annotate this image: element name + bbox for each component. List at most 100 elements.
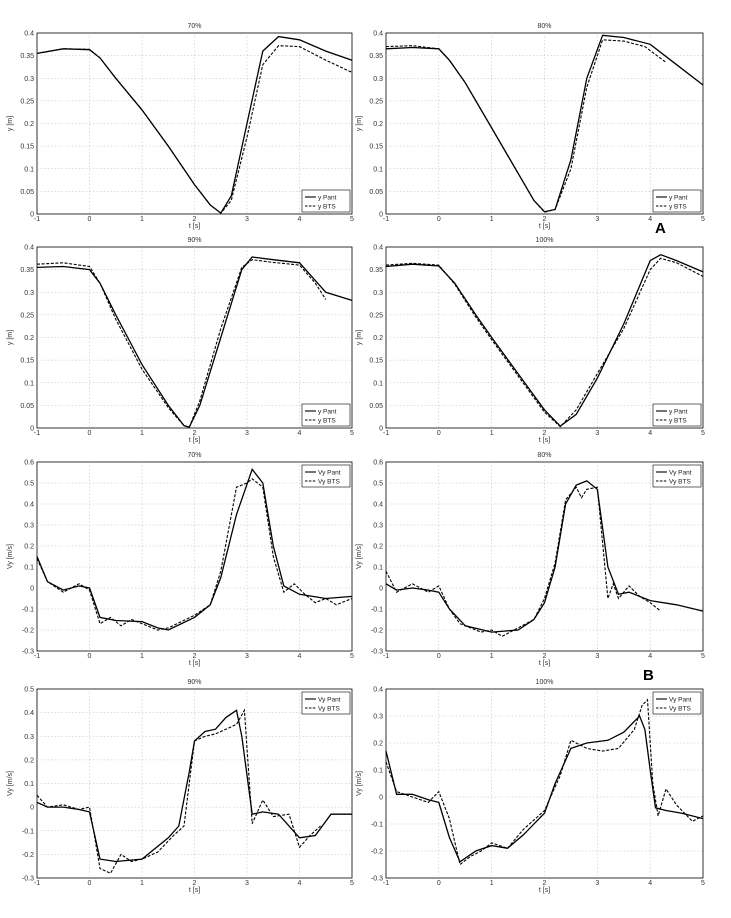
y-tick-label: -0.3: [22, 876, 34, 883]
y-tick-label: 0.1: [24, 565, 34, 572]
chart-1: -1 0 1 2 3 4 500.050.10.150.20.250.30.350.470%…: [7, 23, 354, 230]
x-tick-label: 1: [490, 430, 494, 437]
series-line-vy-pant: [385, 480, 704, 633]
x-tick-label: 0: [437, 880, 441, 887]
x-tick-label: -1: [383, 216, 389, 223]
y-tick-label: 0: [30, 586, 34, 593]
panel-label-a: A: [655, 220, 666, 237]
y-tick-label: 0.2: [373, 741, 383, 748]
x-tick-label: -1: [34, 216, 40, 223]
y-tick-label: -0.1: [22, 607, 34, 614]
series-line-vy-pant: [36, 709, 352, 863]
chart-title: 80%: [537, 23, 551, 30]
y-tick-label: 0.3: [24, 290, 34, 297]
x-tick-label: 5: [350, 880, 354, 887]
y-tick-label: 0.4: [24, 710, 34, 717]
y-tick-label: 0.4: [24, 245, 34, 252]
series-line-y-pant: [385, 34, 704, 213]
x-tick-label: 4: [298, 430, 302, 437]
y-tick-label: 0.05: [369, 189, 383, 196]
series-line-y-bts: [36, 45, 353, 214]
x-tick-label: 5: [701, 430, 705, 437]
x-tick-label: 0: [88, 653, 92, 660]
x-tick-label: 1: [140, 216, 144, 223]
legend-entry: y BTS: [318, 203, 336, 210]
x-tick-label: 2: [543, 880, 547, 887]
y-tick-label: 0.15: [20, 358, 34, 365]
y-tick-label: 0.25: [20, 312, 34, 319]
chart-title: 90%: [187, 679, 201, 686]
chart-title: 70%: [187, 23, 201, 30]
y-tick-label: 0.35: [369, 53, 383, 60]
y-tick-label: 0.15: [369, 144, 383, 151]
y-tick-label: 0.2: [373, 335, 383, 342]
x-axis-label: t [s]: [189, 660, 200, 667]
x-axis-label: t [s]: [189, 437, 200, 444]
legend-entry: Vy BTS: [669, 705, 691, 712]
series-line-vy-bts: [385, 698, 704, 866]
legend-entry: y Pant: [318, 194, 337, 201]
x-tick-label: 0: [437, 216, 441, 223]
y-tick-label: 0.1: [373, 565, 383, 572]
y-tick-label: 0.1: [24, 166, 34, 173]
y-tick-label: -0.3: [371, 649, 383, 656]
legend-entry: Vy BTS: [318, 478, 340, 485]
x-tick-label: -1: [34, 430, 40, 437]
y-tick-label: 0.05: [20, 189, 34, 196]
chart-title: 80%: [537, 452, 551, 459]
x-tick-label: 3: [595, 653, 599, 660]
x-tick-label: 3: [245, 216, 249, 223]
y-tick-label: 0: [379, 586, 383, 593]
x-tick-label: 2: [193, 430, 197, 437]
x-tick-label: 4: [298, 216, 302, 223]
y-tick-label: 0.3: [24, 76, 34, 83]
x-tick-label: 5: [350, 216, 354, 223]
y-tick-label: 0: [30, 212, 34, 219]
x-tick-label: 3: [245, 430, 249, 437]
x-tick-label: 1: [490, 880, 494, 887]
y-tick-label: 0.05: [369, 403, 383, 410]
y-axis-label: Vy [m/s]: [7, 544, 14, 569]
x-tick-label: 5: [350, 653, 354, 660]
y-tick-label: 0.4: [24, 31, 34, 38]
y-axis-label: Vy [m/s]: [356, 771, 363, 796]
x-tick-label: 2: [543, 216, 547, 223]
x-tick-label: 1: [490, 216, 494, 223]
x-tick-label: 5: [350, 430, 354, 437]
legend-entry: Vy BTS: [669, 478, 691, 485]
x-tick-label: 0: [88, 880, 92, 887]
series-line-vy-bts: [36, 478, 353, 631]
x-tick-label: 5: [701, 880, 705, 887]
y-axis-label: y [m]: [356, 116, 363, 131]
x-tick-label: 4: [298, 653, 302, 660]
y-tick-label: 0.1: [373, 380, 383, 387]
y-tick-label: 0.1: [24, 380, 34, 387]
y-tick-label: 0.4: [373, 31, 383, 38]
x-tick-label: 1: [140, 653, 144, 660]
legend-entry: Vy Pant: [669, 696, 692, 703]
y-tick-label: 0.3: [373, 523, 383, 530]
x-tick-label: 0: [88, 216, 92, 223]
x-tick-label: 4: [648, 216, 652, 223]
x-tick-label: 0: [437, 653, 441, 660]
y-tick-label: -0.2: [22, 628, 34, 635]
legend-entry: Vy Pant: [318, 696, 341, 703]
y-tick-label: 0.25: [369, 312, 383, 319]
chart-title: 70%: [187, 452, 201, 459]
series-line-vy-pant: [36, 467, 353, 631]
chart-2: -1 0 1 2 3 4 500.050.10.150.20.250.30.350.480%…: [356, 23, 705, 230]
legend-entry: Vy Pant: [669, 469, 692, 476]
x-tick-label: 4: [648, 653, 652, 660]
y-tick-label: 0: [379, 426, 383, 433]
x-tick-label: -1: [34, 653, 40, 660]
y-tick-label: 0.2: [24, 121, 34, 128]
series-line-y-bts: [385, 257, 704, 428]
legend-entry: y BTS: [669, 417, 687, 424]
y-tick-label: -0.2: [22, 852, 34, 859]
x-tick-label: 1: [140, 430, 144, 437]
x-tick-label: 2: [543, 653, 547, 660]
y-tick-label: 0: [379, 795, 383, 802]
y-tick-label: 0.4: [373, 687, 383, 694]
x-tick-label: -1: [383, 880, 389, 887]
